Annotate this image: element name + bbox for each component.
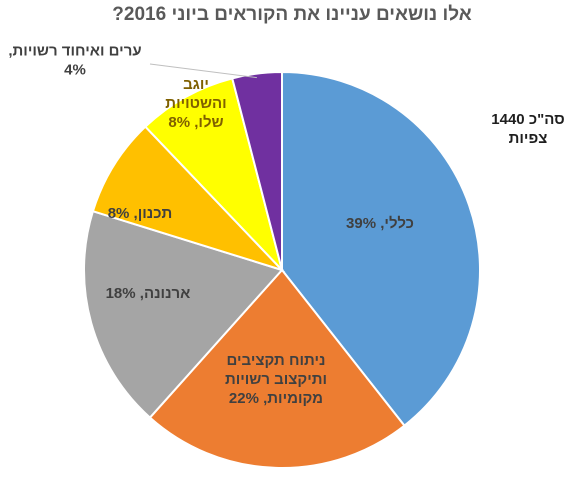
slice-label-general: כללי, 39% [346, 215, 414, 232]
pie-slice-planning [91, 125, 286, 273]
slice-label-planning: תכנון, 8% [108, 205, 173, 222]
slice-label-line: והשטויות [165, 95, 226, 112]
chart-title: אלו נושאים עניינו את הקוראים ביוני 2016? [112, 4, 472, 25]
leader-line-cities-merger [149, 63, 257, 79]
pie-slice-cities-merger [231, 70, 283, 271]
slice-label-line: ארנונה, 18% [106, 285, 191, 302]
slice-label-arnona: ארנונה, 18% [106, 285, 191, 302]
slice-label-line: יוגב [183, 76, 209, 93]
slice-label-line: ניתוח תקציבים [227, 352, 326, 369]
pie-slice-budget-analysis [148, 268, 406, 469]
slice-label-line: כללי, 39% [346, 215, 414, 232]
total-views-line-1: סה"כ 1440 [491, 111, 565, 128]
slice-label-cities-merger: ערים ואיחוד רשויות, 4% [8, 43, 141, 79]
slice-label-yogev: יוגב והשטויות שלו, 8% [165, 76, 226, 131]
total-views-note: סה"כ 1440 צפיות [478, 110, 578, 148]
slice-label-line: ותיקצוב רשויות [225, 371, 327, 388]
slice-label-line: תכנון, 8% [108, 205, 173, 222]
slice-label-line: ערים ואיחוד רשויות, [8, 43, 141, 60]
slice-label-line: 4% [64, 62, 86, 79]
pie-slice-general [281, 70, 481, 428]
slice-label-budget-analysis: ניתוח תקציבים ותיקצוב רשויות מקומיות, 22% [225, 352, 327, 407]
slice-label-line: מקומיות, 22% [229, 390, 323, 407]
total-views-line-2: צפיות [508, 130, 548, 147]
pie-slice-yogev [143, 77, 284, 274]
slice-label-line: שלו, 8% [168, 114, 223, 131]
pie-slice-arnona [83, 209, 284, 419]
